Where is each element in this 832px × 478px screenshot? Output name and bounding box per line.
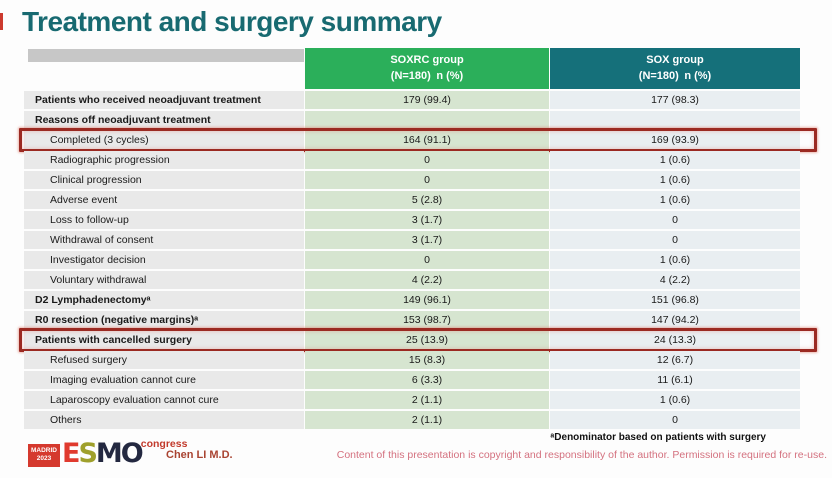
row-label: Loss to follow-up — [24, 211, 304, 229]
soxrc-value: 0 — [305, 251, 549, 269]
table-header-row: SOXRC group (N=180) n (%) SOX group (N=1… — [24, 48, 800, 89]
soxrc-value — [305, 111, 549, 129]
soxrc-value: 149 (96.1) — [305, 291, 549, 309]
table-row: Withdrawal of consent 3 (1.7) 0 — [24, 231, 800, 249]
soxrc-value: 2 (1.1) — [305, 411, 549, 429]
sox-value: 151 (96.8) — [550, 291, 800, 309]
soxrc-value: 5 (2.8) — [305, 191, 549, 209]
row-label: Adverse event — [24, 191, 304, 209]
summary-table: SOXRC group (N=180) n (%) SOX group (N=1… — [19, 48, 817, 431]
sox-value: 1 (0.6) — [550, 171, 800, 189]
soxrc-value: 4 (2.2) — [305, 271, 549, 289]
sox-group-name: SOX group — [646, 54, 704, 67]
row-label: Patients with cancelled surgery — [24, 331, 304, 349]
sox-value: 1 (0.6) — [550, 191, 800, 209]
row-label: Clinical progression — [24, 171, 304, 189]
table-row-highlighted: Patients with cancelled surgery 25 (13.9… — [19, 328, 817, 352]
copyright-notice: Content of this presentation is copyrigh… — [336, 449, 827, 461]
soxrc-group-name: SOXRC group — [390, 54, 464, 67]
sox-value: 1 (0.6) — [550, 251, 800, 269]
sox-value: 169 (93.9) — [550, 131, 800, 149]
sox-value: 4 (2.2) — [550, 271, 800, 289]
soxrc-value: 0 — [305, 171, 549, 189]
madrid-2023-badge: MADRID 2023 — [28, 444, 60, 467]
table-row: Loss to follow-up 3 (1.7) 0 — [24, 211, 800, 229]
table-row: R0 resection (negative margins)ᵃ 153 (98… — [24, 311, 800, 329]
row-label: Reasons off neoadjuvant treatment — [24, 111, 304, 129]
sox-value: 177 (98.3) — [550, 91, 800, 109]
sox-value: 0 — [550, 411, 800, 429]
row-label: Refused surgery — [24, 351, 304, 369]
table-row: Others 2 (1.1) 0 — [24, 411, 800, 429]
table-row: D2 Lymphadenectomyᵃ 149 (96.1) 151 (96.8… — [24, 291, 800, 309]
soxrc-value: 25 (13.9) — [305, 331, 549, 349]
row-label: Others — [24, 411, 304, 429]
esmo-letter-e: E — [62, 438, 81, 469]
sox-value: 11 (6.1) — [550, 371, 800, 389]
sox-value: 147 (94.2) — [550, 311, 800, 329]
row-label: Radiographic progression — [24, 151, 304, 169]
sox-value: 0 — [550, 211, 800, 229]
table-row: Patients who received neoadjuvant treatm… — [24, 91, 800, 109]
table-row: Imaging evaluation cannot cure 6 (3.3) 1… — [24, 371, 800, 389]
page-title: Treatment and surgery summary — [22, 6, 442, 37]
table-header-sox: SOX group (N=180) n (%) — [550, 48, 800, 89]
title-accent-tick — [0, 13, 3, 30]
table-row: Adverse event 5 (2.8) 1 (0.6) — [24, 191, 800, 209]
esmo-letter-o: O — [120, 438, 144, 469]
table-header-empty-cell — [24, 48, 304, 89]
sox-value: 1 (0.6) — [550, 151, 800, 169]
sox-value: 12 (6.7) — [550, 351, 800, 369]
sox-value: 0 — [550, 231, 800, 249]
table-row: Investigator decision 0 1 (0.6) — [24, 251, 800, 269]
soxrc-value: 3 (1.7) — [305, 231, 549, 249]
soxrc-value: 164 (91.1) — [305, 131, 549, 149]
table-header-soxrc: SOXRC group (N=180) n (%) — [305, 48, 549, 89]
esmo-letter-m: M — [95, 438, 123, 469]
table-row: Voluntary withdrawal 4 (2.2) 4 (2.2) — [24, 271, 800, 289]
esmo-letter-s: S — [78, 438, 98, 469]
soxrc-value: 3 (1.7) — [305, 211, 549, 229]
soxrc-value: 153 (98.7) — [305, 311, 549, 329]
sox-value: 24 (13.3) — [550, 331, 800, 349]
sox-value: 1 (0.6) — [550, 391, 800, 409]
congress-label: congress — [140, 438, 188, 450]
table-row: Laparoscopy evaluation cannot cure 2 (1.… — [24, 391, 800, 409]
row-label: Completed (3 cycles) — [24, 131, 304, 149]
row-label: Imaging evaluation cannot cure — [24, 371, 304, 389]
soxrc-value: 0 — [305, 151, 549, 169]
esmo-congress-logo: MADRID 2023 ESMO congress — [28, 437, 187, 467]
row-label: D2 Lymphadenectomyᵃ — [24, 291, 304, 309]
table-row: Clinical progression 0 1 (0.6) — [24, 171, 800, 189]
row-label: Patients who received neoadjuvant treatm… — [24, 91, 304, 109]
row-label: R0 resection (negative margins)ᵃ — [24, 311, 304, 329]
sox-value — [550, 111, 800, 129]
soxrc-value: 6 (3.3) — [305, 371, 549, 389]
soxrc-value: 15 (8.3) — [305, 351, 549, 369]
row-label: Voluntary withdrawal — [24, 271, 304, 289]
soxrc-group-n: (N=180) n (%) — [390, 69, 464, 82]
table-footnote: ᵃDenominator based on patients with surg… — [550, 432, 766, 443]
table-row-highlighted: Completed (3 cycles) 164 (91.1) 169 (93.… — [19, 128, 817, 152]
esmo-wordmark: ESMO — [62, 438, 144, 469]
row-label: Withdrawal of consent — [24, 231, 304, 249]
table-row: Radiographic progression 0 1 (0.6) — [24, 151, 800, 169]
soxrc-value: 179 (99.4) — [305, 91, 549, 109]
row-label: Investigator decision — [24, 251, 304, 269]
soxrc-value: 2 (1.1) — [305, 391, 549, 409]
row-label: Laparoscopy evaluation cannot cure — [24, 391, 304, 409]
sox-group-n: (N=180) n (%) — [638, 69, 712, 82]
table-row: Reasons off neoadjuvant treatment — [24, 111, 800, 129]
presenter-name: Chen LI M.D. — [166, 449, 233, 461]
table-row: Refused surgery 15 (8.3) 12 (6.7) — [24, 351, 800, 369]
